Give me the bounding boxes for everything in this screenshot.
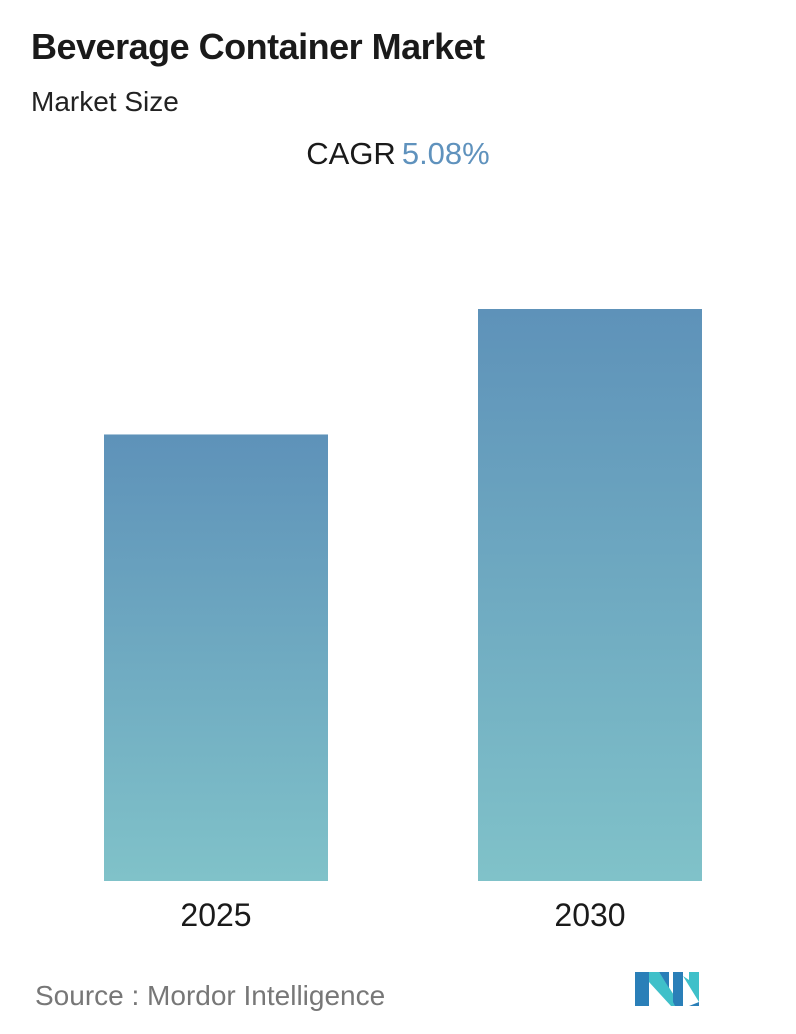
- bar-2030: [478, 309, 702, 881]
- cagr-annotation: CAGR 5.08%: [0, 136, 796, 172]
- cagr-value: 5.08%: [401, 136, 490, 171]
- chart-subtitle: Market Size: [31, 86, 179, 117]
- x-tick-label: 2025: [180, 897, 251, 933]
- x-tick-label: 2030: [554, 897, 625, 933]
- chart-title: Beverage Container Market: [31, 26, 485, 67]
- bar-2025: [104, 434, 328, 881]
- source-note: Source : Mordor Intelligence: [35, 980, 386, 1011]
- cagr-label: CAGR: [306, 136, 396, 171]
- mordor-intelligence-logo: [635, 972, 699, 1006]
